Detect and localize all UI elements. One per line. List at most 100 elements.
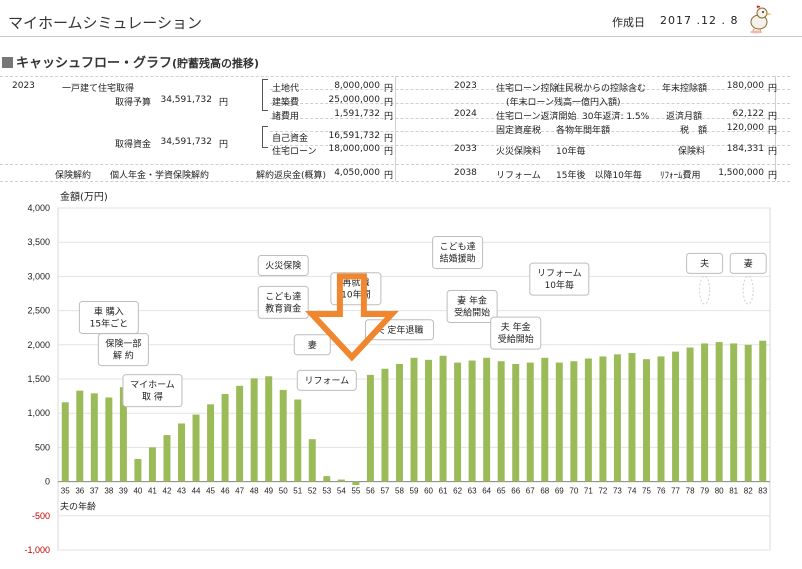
right-year-2038: 2038 (454, 168, 477, 178)
loan-value: 18,000,000 (328, 144, 380, 154)
x-tick-label: 65 (497, 487, 506, 496)
x-tick-label: 74 (628, 487, 637, 496)
x-tick-label: 75 (642, 487, 651, 496)
annotation-text: 車 購入 (94, 305, 124, 317)
annotation-callout: 夫 (686, 252, 724, 274)
x-tick-label: 62 (453, 487, 462, 496)
y-tick-label: 500 (35, 442, 50, 452)
fund-value: 34,591,732 (160, 137, 212, 147)
bar (730, 343, 738, 482)
premium-yen: 円 (768, 147, 778, 157)
fire-insurance-label: 火災保険料 (496, 147, 542, 157)
build-yen: 円 (384, 98, 394, 108)
bar (250, 378, 258, 482)
annotation-text: リフォーム (537, 268, 582, 279)
bar (497, 361, 505, 482)
annotation-text: 火災保険 (265, 259, 301, 271)
bar (657, 356, 665, 482)
x-tick-label: 40 (133, 487, 142, 496)
bar (207, 404, 215, 482)
reform-label: リフォーム (496, 171, 541, 181)
x-tick-label: 64 (482, 487, 491, 496)
annotation-box (257, 254, 309, 276)
annotation-callout: 妻 (729, 252, 767, 274)
x-tick-label: 77 (671, 487, 680, 496)
annotation-text: 夫 年金 (501, 321, 531, 333)
annotation-text: 妻 年金 (457, 294, 487, 306)
x-tick-label: 70 (569, 487, 578, 496)
x-tick-label: 35 (61, 487, 70, 496)
x-tick-label: 44 (192, 487, 201, 496)
monthly-label: 返済月額 (666, 112, 703, 122)
x-tick-label: 48 (250, 487, 259, 496)
page-title: マイホームシミュレーション (8, 14, 202, 32)
orange-down-arrow-icon (305, 273, 399, 362)
x-tick-label: 76 (657, 487, 666, 496)
y-tick-label: -1,000 (24, 545, 50, 555)
reform-cost-yen: 円 (768, 171, 778, 181)
bar (715, 342, 723, 482)
bar (643, 359, 650, 482)
marker-oval-icon (699, 275, 711, 305)
x-axis-label: 夫の年齢 (60, 501, 96, 513)
x-tick-label: 58 (395, 487, 404, 496)
bar (308, 439, 316, 482)
bar (483, 357, 491, 482)
bar (119, 387, 127, 482)
annotation-box (432, 235, 484, 269)
x-tick-label: 41 (148, 487, 157, 496)
bar (352, 481, 360, 486)
x-tick-label: 66 (511, 487, 520, 496)
annotation-text: 保険一部 (105, 338, 141, 350)
bar (61, 402, 69, 482)
bar (439, 355, 447, 482)
annotation-text: 妻 (308, 339, 317, 351)
y-tick-label: 2,500 (27, 306, 50, 316)
x-tick-label: 82 (744, 487, 753, 496)
premium-value: 184,331 (726, 144, 764, 154)
x-tick-label: 61 (439, 487, 448, 496)
bar (686, 347, 694, 482)
right-year-2033: 2033 (454, 144, 477, 154)
insurance-cancel-text: 個人年金・学資保険解約 (110, 171, 210, 181)
loan-label: 住宅ローン (272, 147, 317, 157)
savings-bar-chart: 4,000 3,500 3,000 2,500 2,000 1,500 1,000 500 0 -… (24, 190, 771, 555)
home-purchase-label: 一戸建て住宅取得 (62, 84, 135, 94)
land-label: 土地代 (272, 84, 300, 94)
title-divider (0, 36, 802, 37)
refund-label: 解約返戻金(概算) (256, 171, 327, 181)
misc-value: 1,591,732 (334, 109, 380, 119)
x-tick-label: 80 (715, 487, 724, 496)
annotation-box (97, 333, 149, 367)
x-tick-label: 39 (119, 487, 128, 496)
y-tick-label: 3,000 (27, 271, 50, 281)
bar (337, 479, 345, 482)
y-tick-label: -500 (32, 511, 50, 521)
x-tick-label: 73 (613, 487, 622, 496)
bar (178, 423, 185, 482)
bar (366, 374, 374, 482)
annotation-callout: リフォーム (296, 369, 357, 391)
square-bullet-icon (2, 57, 13, 68)
bar (425, 359, 433, 482)
annotation-text: こども達 (265, 290, 301, 302)
annotation-callout: 妻 (293, 334, 331, 356)
build-label: 建築費 (272, 98, 300, 108)
x-tick-label: 36 (75, 487, 84, 496)
bar (744, 344, 752, 482)
bar (701, 343, 709, 482)
budget-value: 34,591,732 (160, 95, 212, 105)
misc-label: 諸費用 (272, 112, 300, 122)
bar (454, 362, 462, 482)
y-tick-label: 4,000 (27, 203, 50, 213)
insurance-cancel-label: 保険解約 (55, 171, 92, 181)
monthly-yen: 円 (768, 112, 778, 122)
misc-yen: 円 (384, 112, 394, 122)
tax-value: 120,000 (726, 123, 764, 133)
